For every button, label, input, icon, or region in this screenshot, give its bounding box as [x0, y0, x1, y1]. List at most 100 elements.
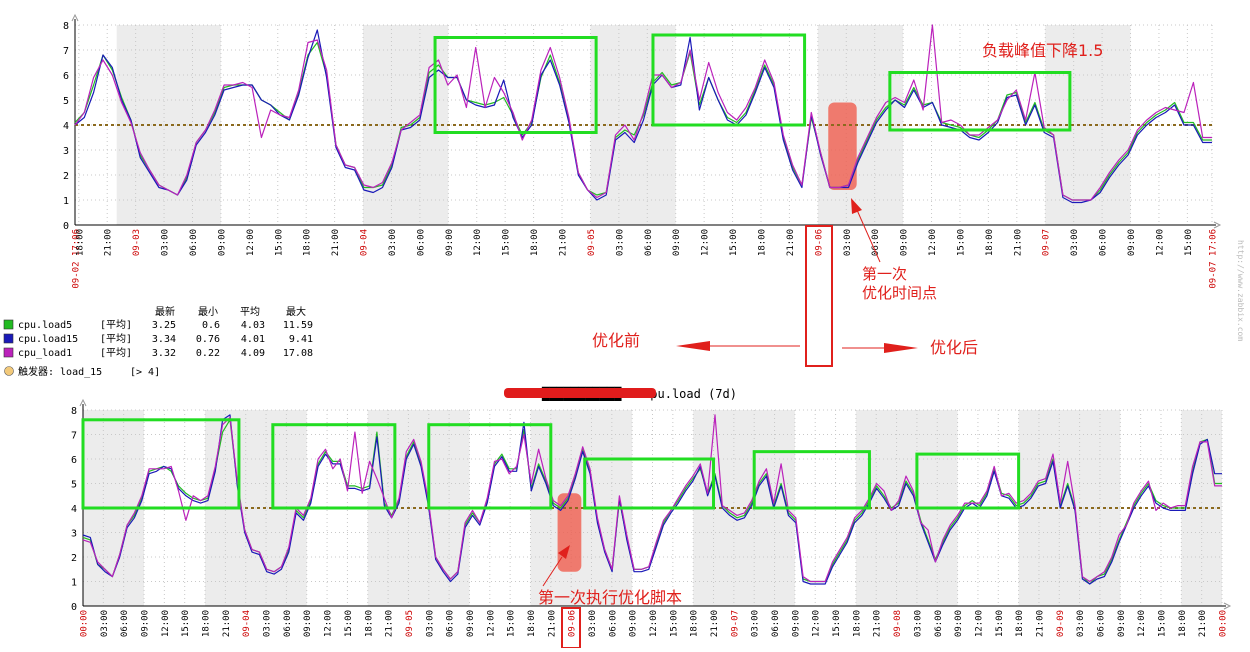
x-tick-label: 09-03	[132, 229, 142, 256]
bottom-chart: 0 1 2 3 4 5 6 7 8 00:00 03:00 06:00 09:00 12:00 15:00 1…	[71, 398, 1232, 637]
y-tick-label: 3	[71, 529, 77, 540]
x-tick-label: 09:00	[1127, 229, 1137, 256]
legend-avg-value: 4.03	[241, 320, 265, 331]
x-tick-label: 00:00	[80, 610, 90, 637]
y-tick-label: 6	[71, 455, 77, 466]
y-tick-label: 6	[63, 71, 69, 82]
x-tick-label: 09:00	[791, 610, 801, 637]
series-line-cpu-load15	[74, 29, 1212, 204]
series-line-cpu-load15	[82, 414, 1222, 585]
legend-header: 最大	[286, 305, 306, 318]
x-tick-label: 21:00	[1013, 229, 1023, 256]
x-tick-label: 06:00	[416, 229, 426, 256]
legend-last-value: 3.34	[152, 334, 176, 345]
legend-series-name: cpu_load1	[18, 348, 72, 359]
x-tick-label: 03:00	[751, 610, 761, 637]
x-tick-label: 15:00	[181, 610, 191, 637]
x-tick-label: 09-06	[568, 610, 578, 637]
first-script-arrow-head	[558, 545, 570, 559]
legend-max-value: 17.08	[283, 348, 313, 359]
x-tick-label: 06:00	[446, 610, 456, 637]
legend-swatch	[3, 347, 14, 358]
x-tick-label: 21:00	[385, 610, 395, 637]
highlight-box	[427, 423, 553, 510]
x-tick-label: 15:00	[956, 229, 966, 256]
x-tick-label: 15:00	[832, 610, 842, 637]
legend-max-value: 9.41	[289, 334, 313, 345]
y-tick-label: 8	[71, 406, 77, 417]
x-tick-label: 18:00	[202, 610, 212, 637]
x-tick-label: 21:00	[1035, 610, 1045, 637]
legend-series-name: cpu.load5	[18, 320, 72, 331]
legend-header: 最新	[155, 305, 175, 318]
x-tick-label: 09:00	[900, 229, 910, 256]
y-tick-label: 1	[63, 196, 69, 207]
y-tick-label: 1	[71, 578, 77, 589]
legend-header: 最小	[198, 306, 218, 318]
x-tick-label: 09:00	[672, 229, 682, 256]
legend-swatch	[3, 319, 14, 330]
legend-last-value: 3.32	[152, 348, 176, 359]
first-opt-annotation-line1: 第一次	[862, 265, 907, 283]
x-tick-label: 03:00	[615, 229, 625, 256]
highlight-box	[271, 423, 397, 510]
x-tick-label: 15:00	[344, 610, 354, 637]
x-tick-label: 21:00	[786, 229, 796, 256]
x-tick-label: 15:00	[507, 610, 517, 637]
x-tick-label: 21:00	[1198, 610, 1208, 637]
x-tick-label: 18:00	[530, 229, 540, 256]
y-tick-label: 2	[63, 171, 69, 182]
x-tick-label: 12:00	[1137, 610, 1147, 637]
highlight-box	[752, 450, 871, 510]
x-tick-label: 06:00	[120, 610, 130, 637]
after-arrow-head	[884, 343, 918, 353]
x-tick-label: 18:00	[1178, 610, 1188, 637]
y-tick-label: 4	[71, 504, 77, 515]
x-axis-arrow	[1223, 602, 1232, 610]
x-tick-label: 21:00	[222, 610, 232, 637]
x-tick-label: 09:00	[466, 610, 476, 637]
series-line-cpu-load1	[74, 24, 1212, 201]
first-optimization-date-box	[805, 225, 833, 367]
watermark: http://www.zabbix.com	[1236, 240, 1245, 341]
y-tick-label: 4	[63, 121, 69, 132]
first-opt-arrow-head	[851, 198, 862, 214]
x-tick-label: 06:00	[934, 610, 944, 637]
highlight-box	[433, 36, 598, 134]
x-tick-label: 03:00	[1076, 610, 1086, 637]
legend-max-value: 11.59	[283, 320, 313, 331]
x-tick-label: 09:00	[303, 610, 313, 637]
x-tick-label: 09:00	[629, 610, 639, 637]
x-tick-label: 06:00	[771, 610, 781, 637]
x-tick-label: 12:00	[649, 610, 659, 637]
x-axis-arrow	[1213, 221, 1222, 229]
x-tick-label: 09-05	[405, 610, 415, 637]
annotations: 负载峰值下降1.5 第一次 优化时间点 优化前 优化后 第一次执行优化脚本 ht…	[504, 41, 1245, 649]
legend-last-value: 3.25	[152, 320, 176, 331]
x-tick-label: 12:00	[473, 229, 483, 256]
x-tick-label: 09-07	[1042, 229, 1052, 256]
x-tick-label: 12:00	[1155, 229, 1165, 256]
first-opt-annotation-line2: 优化时间点	[862, 284, 937, 302]
y-tick-label: 0	[63, 221, 69, 232]
x-tick-label: 09-08	[893, 610, 903, 637]
after-optimization-label: 优化后	[930, 338, 978, 357]
legend-avg-value: 4.01	[241, 334, 265, 345]
x-tick-label: 15:00	[995, 610, 1005, 637]
x-tick-label: 03:00	[425, 610, 435, 637]
x-tick-label: 06:00	[189, 229, 199, 256]
x-tick-label: 15:00	[1184, 229, 1194, 256]
legend-function: [平均]	[100, 333, 132, 345]
x-tick-label: 06:00	[608, 610, 618, 637]
x-tick-label: 12:00	[324, 610, 334, 637]
x-tick-label: 06:00	[1096, 610, 1106, 637]
x-tick-label: 12:00	[161, 610, 171, 637]
x-tick-label: 18:00	[757, 229, 767, 256]
x-tick-label: 18:00	[1015, 610, 1025, 637]
first-script-annotation: 第一次执行优化脚本	[538, 588, 682, 607]
x-tick-label: 21:00	[710, 610, 720, 637]
x-tick-label: 21:00	[331, 229, 341, 256]
x-tick-label: 09-02 17:06	[72, 229, 82, 289]
x-tick-label: 21:00	[547, 610, 557, 637]
x-tick-label: 18:00	[303, 229, 313, 256]
